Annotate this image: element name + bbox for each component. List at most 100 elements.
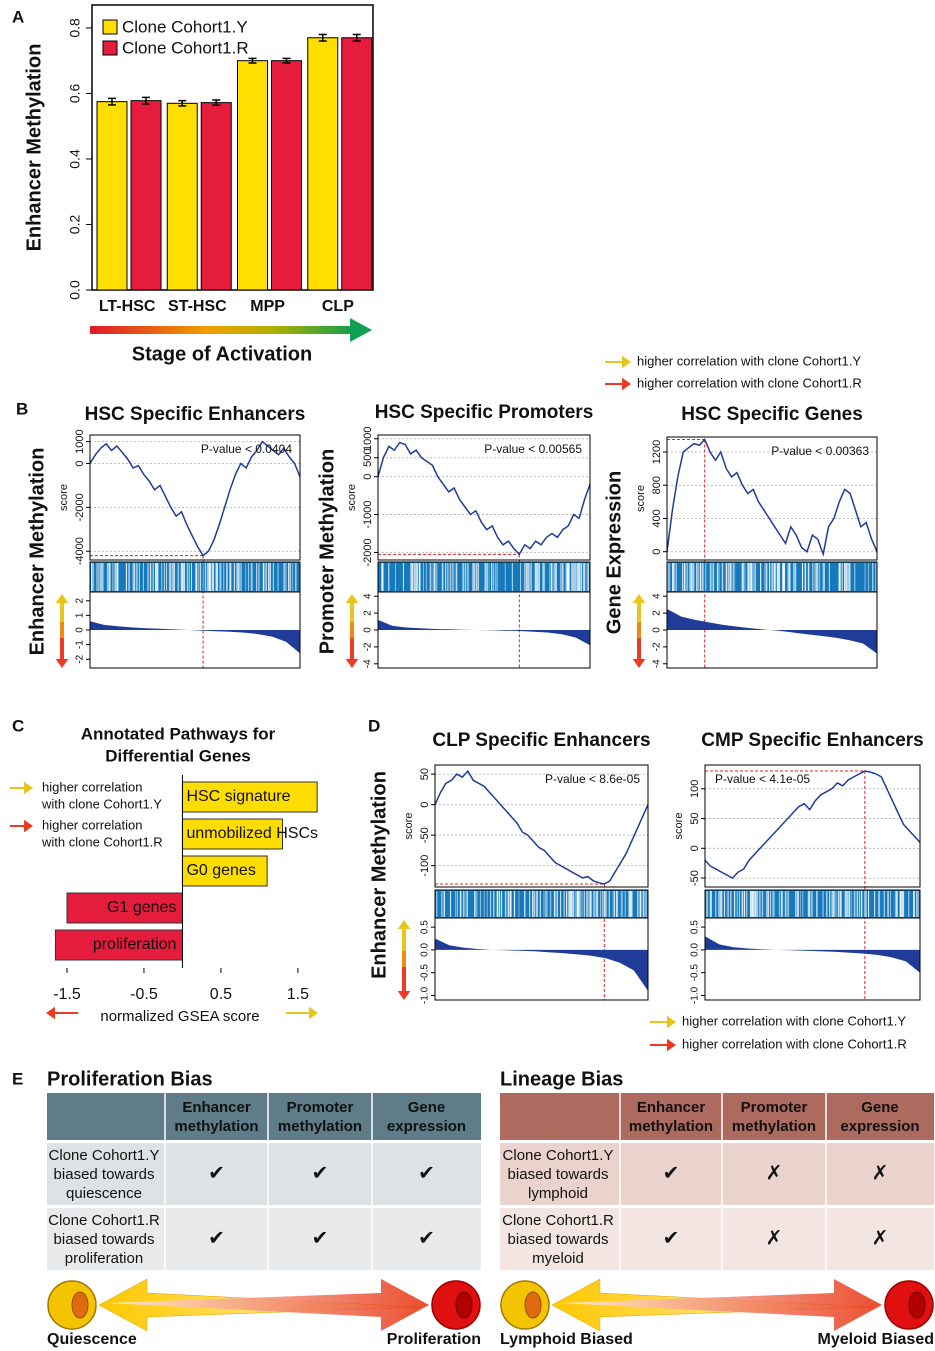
- row-label: Clone Cohort1.Y: [503, 1147, 614, 1164]
- x-tick-label: CLP: [322, 298, 354, 315]
- row-label: Clone Cohort1.R: [502, 1212, 614, 1229]
- y-tick-label: 1200: [651, 440, 663, 464]
- chart-title: HSC Specific Genes: [681, 404, 863, 425]
- legend-swatch: [102, 40, 118, 56]
- metric-tick-label: 0.0: [690, 943, 701, 957]
- column-header: Gene: [861, 1099, 899, 1116]
- y-tick-label: -100: [419, 855, 431, 877]
- panel-letter: E: [12, 1069, 23, 1088]
- legend-label: higher correlation: [42, 779, 142, 794]
- y-axis-label: Enhancer Methylation: [23, 44, 45, 252]
- table-row: [47, 1208, 481, 1270]
- bar: [200, 102, 232, 291]
- table-header: [500, 1093, 934, 1140]
- arrow-head: [24, 819, 33, 833]
- table-row: [500, 1143, 934, 1205]
- table-title: Lineage Bias: [500, 1068, 623, 1090]
- running-score: [434, 769, 649, 885]
- metric-tick-label: 2: [75, 598, 86, 604]
- y-tick-label: 0: [362, 474, 374, 480]
- side-label: Promoter Methylation: [316, 449, 338, 655]
- arrow-head: [55, 594, 69, 603]
- column-header: methylation: [732, 1118, 816, 1135]
- arrow-head: [667, 1015, 676, 1029]
- p-value: P-value < 0.00565: [484, 442, 582, 456]
- arrow-head: [397, 920, 411, 929]
- table-title: Proliferation Bias: [47, 1068, 213, 1090]
- legend-label: Clone Cohort1.Y: [122, 17, 248, 36]
- y-tick-label: 0: [419, 802, 431, 808]
- table-row: [47, 1143, 481, 1205]
- row-label: myeloid: [532, 1250, 584, 1267]
- red-arrow: [560, 1279, 882, 1331]
- bar: [341, 37, 373, 291]
- column-header: methylation: [278, 1118, 362, 1135]
- arrow-label: Myeloid Biased: [818, 1331, 934, 1348]
- column-header: Promoter: [287, 1099, 354, 1116]
- plot-frame: [91, 4, 374, 291]
- metric-frame: [666, 591, 878, 669]
- column-header: expression: [840, 1118, 919, 1135]
- y-tick-label: 0.8: [67, 18, 83, 38]
- bar-label: HSC signature: [186, 788, 290, 805]
- column-header: methylation: [629, 1118, 713, 1135]
- row-label: biased towards: [54, 1166, 155, 1183]
- side-label: Enhancer Methylation: [26, 448, 48, 656]
- table-cell: ✔: [312, 1162, 329, 1184]
- x-axis-label: Stage of Activation: [132, 343, 312, 365]
- metric-tick-label: 2: [363, 610, 374, 616]
- y-axis-label: score: [346, 484, 358, 511]
- arrow-head: [632, 659, 646, 668]
- y-tick-label: -2000: [74, 493, 86, 521]
- arrow-head: [24, 781, 33, 795]
- bar: [166, 102, 198, 291]
- ranked-metric: [667, 608, 877, 654]
- y-axis-label: score: [635, 485, 647, 512]
- chart-title: Annotated Pathways for: [81, 724, 276, 743]
- arrow-label: Lymphoid Biased: [500, 1331, 633, 1348]
- x-tick-label: -0.5: [130, 986, 158, 1003]
- table-cell: ✗: [872, 1162, 889, 1184]
- y-tick-label: -2000: [362, 538, 374, 566]
- legend-label: higher correlation with clone Cohort1.R: [682, 1036, 907, 1051]
- p-value: P-value < 8.6e-05: [545, 772, 640, 786]
- y-tick-label: 1000: [362, 427, 374, 451]
- table-cell: ✗: [766, 1227, 783, 1249]
- metric-tick-label: 1: [75, 612, 86, 618]
- arrow-head: [397, 991, 411, 1000]
- x-tick-label: LT-HSC: [99, 298, 156, 315]
- metric-frame: [434, 917, 649, 1001]
- metric-tick-label: -2: [75, 654, 86, 663]
- metric-tick-label: -1: [75, 640, 86, 649]
- table-cell: ✔: [312, 1227, 329, 1249]
- arrow-head: [345, 594, 359, 603]
- x-tick-label: MPP: [250, 298, 285, 315]
- arrow-head: [632, 594, 646, 603]
- x-tick-label: 1.5: [287, 986, 309, 1003]
- metric-tick-label: 0: [652, 627, 663, 633]
- row-label: quiescence: [66, 1185, 142, 1202]
- y-tick-label: 500: [362, 449, 374, 467]
- legend-label: with clone Cohort1.Y: [41, 796, 162, 811]
- column-header: Enhancer: [182, 1099, 251, 1116]
- row-label: biased towards: [508, 1231, 609, 1248]
- metric-frame: [89, 591, 301, 669]
- arrow-head: [46, 1006, 55, 1020]
- running-score: [89, 440, 301, 557]
- y-tick-label: 0: [74, 460, 86, 466]
- table-cell: ✔: [418, 1227, 435, 1249]
- legend-label: higher correlation: [42, 817, 142, 832]
- y-tick-label: 0: [651, 549, 663, 555]
- y-tick-label: 0.4: [67, 149, 83, 169]
- chart-title: HSC Specific Enhancers: [85, 404, 306, 425]
- metric-tick-label: 4: [363, 593, 374, 599]
- side-label: Enhancer Methylation: [368, 771, 390, 979]
- metric-tick-label: -1.0: [690, 986, 701, 1004]
- barcode: [434, 889, 649, 919]
- bar: [307, 37, 339, 291]
- p-value: P-value < 0.00363: [771, 444, 869, 458]
- table-cell: ✔: [208, 1227, 225, 1249]
- table-row: [500, 1208, 934, 1270]
- arrow-head: [622, 377, 631, 391]
